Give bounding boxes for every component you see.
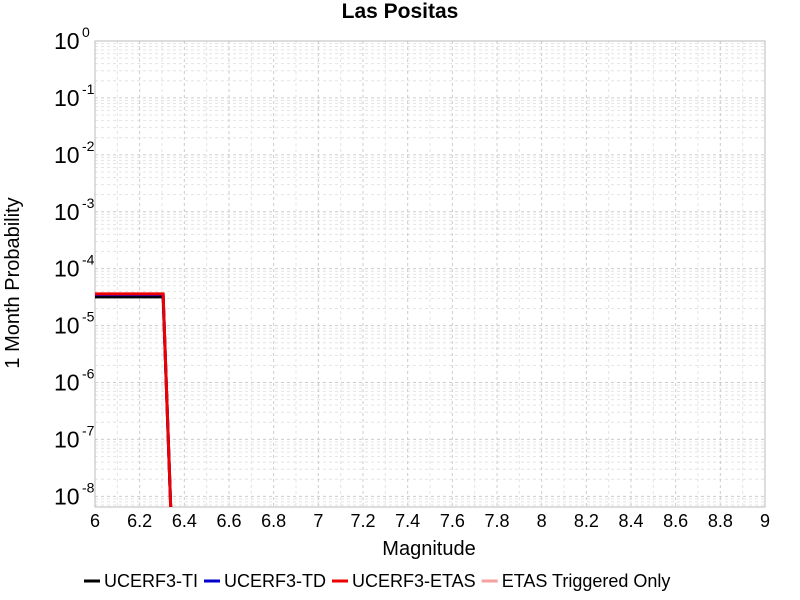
x-tick-label: 7.6 xyxy=(440,511,465,531)
y-tick-exponent: -8 xyxy=(82,479,95,495)
x-axis-ticks: 6 6.2 6.4 6.6 6.8 7 7.2 7.4 7.6 7.8 8 8.2 8.4 8.6 8.8 9 xyxy=(90,511,770,531)
x-tick-label: 8.4 xyxy=(618,511,643,531)
x-tick-label: 9 xyxy=(760,511,770,531)
series-line xyxy=(95,292,173,507)
plot-frame xyxy=(94,40,766,508)
y-tick-label: 10 xyxy=(54,483,80,509)
legend-entry-label: UCERF3-TD xyxy=(224,571,326,591)
y-tick-exponent: -2 xyxy=(82,138,95,154)
y-tick-exponent: -7 xyxy=(82,422,95,438)
legend-entry-label: UCERF3-ETAS xyxy=(352,571,476,591)
x-tick-label: 6 xyxy=(90,511,100,531)
legend: UCERF3-TI UCERF3-TD UCERF3-ETAS ETAS Trigge… xyxy=(84,571,670,591)
y-tick-label: 10 xyxy=(54,28,80,54)
x-tick-label: 6.6 xyxy=(216,511,241,531)
x-tick-label: 8.8 xyxy=(708,511,733,531)
x-tick-label: 7 xyxy=(313,511,323,531)
legend-entry-label: ETAS Triggered Only xyxy=(502,571,671,591)
y-tick-label: 10 xyxy=(54,142,80,168)
x-axis-label: Magnitude xyxy=(382,538,475,560)
y-tick-exponent: 0 xyxy=(82,24,90,40)
y-tick-label: 10 xyxy=(54,370,80,396)
legend-entry-label: UCERF3-TI xyxy=(104,571,198,591)
y-tick-exponent: -5 xyxy=(82,309,95,325)
x-tick-label: 8 xyxy=(537,511,547,531)
y-tick-label: 10 xyxy=(54,85,80,111)
y-tick-label: 10 xyxy=(54,426,80,452)
x-tick-label: 7.4 xyxy=(395,511,420,531)
x-tick-label: 8.6 xyxy=(663,511,688,531)
y-tick-exponent: -3 xyxy=(82,195,95,211)
y-tick-label: 10 xyxy=(54,256,80,282)
x-tick-label: 6.8 xyxy=(261,511,286,531)
y-tick-label: 10 xyxy=(54,313,80,339)
series-layer xyxy=(95,292,173,507)
y-axis-label: 1 Month Probability xyxy=(2,197,24,368)
x-tick-label: 6.4 xyxy=(172,511,197,531)
x-tick-label: 8.2 xyxy=(574,511,599,531)
y-tick-exponent: -1 xyxy=(82,81,95,97)
x-tick-label: 7.2 xyxy=(350,511,375,531)
x-tick-label: 7.8 xyxy=(484,511,509,531)
y-tick-exponent: -6 xyxy=(82,366,95,382)
y-tick-exponent: -4 xyxy=(82,252,95,268)
x-tick-label: 6.2 xyxy=(127,511,152,531)
y-tick-label: 10 xyxy=(54,199,80,225)
chart-title: Las Positas xyxy=(342,0,459,23)
grid xyxy=(94,40,766,507)
